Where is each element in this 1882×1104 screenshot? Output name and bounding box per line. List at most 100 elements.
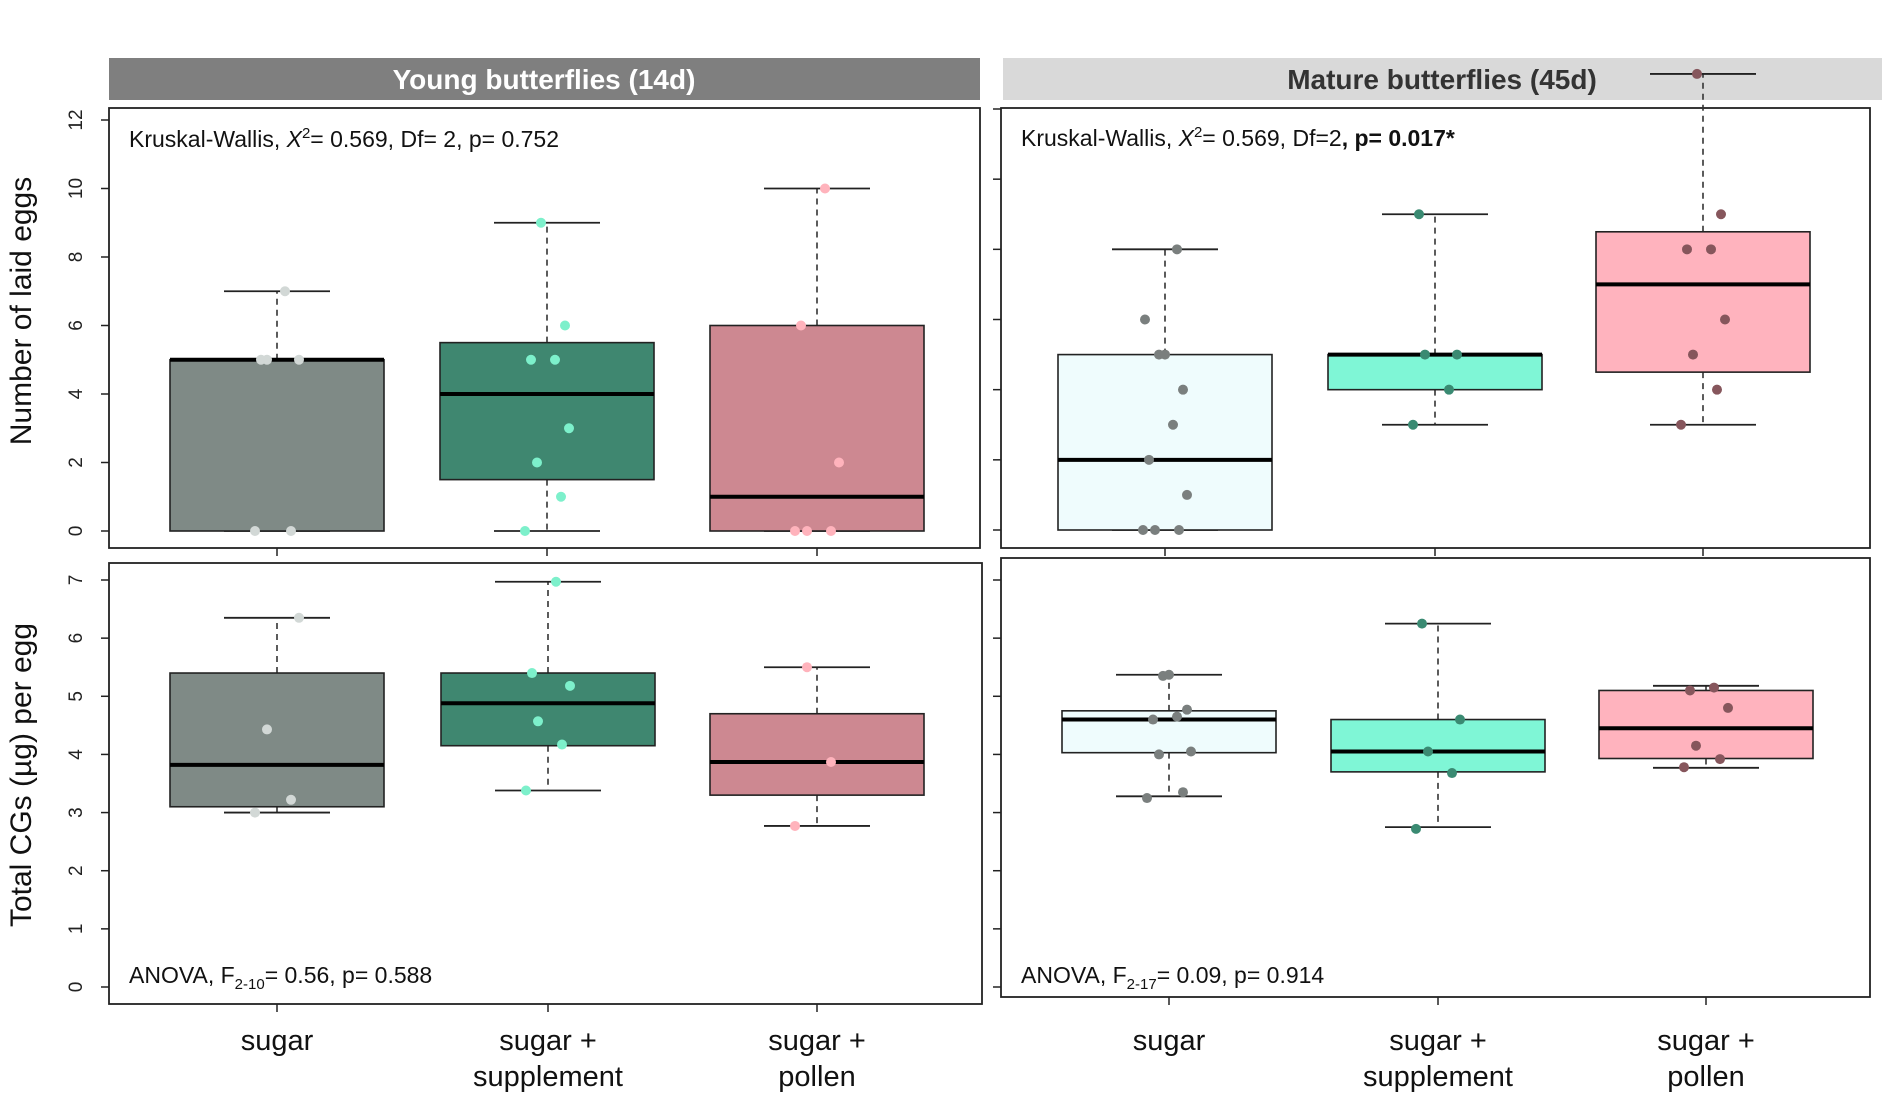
data-point xyxy=(556,491,566,502)
strip-young-label: Young butterflies (14d) xyxy=(393,64,696,95)
box-iqr xyxy=(439,341,655,481)
data-point xyxy=(1723,702,1733,713)
data-point xyxy=(802,662,812,673)
data-point xyxy=(262,724,272,735)
panel-2: Kruskal-Wallis, X2= 0.569, Df=2, p= 0.01… xyxy=(993,68,1871,556)
y-tick-label: 0 xyxy=(66,982,87,993)
box-iqr xyxy=(440,672,656,747)
data-point xyxy=(521,785,531,796)
data-point xyxy=(826,756,836,767)
y-tick-label: 2 xyxy=(66,865,87,876)
data-point xyxy=(565,680,575,691)
box-sugar-supplement xyxy=(1330,618,1546,834)
data-point xyxy=(1685,685,1695,696)
box-iqr xyxy=(709,324,925,532)
data-point xyxy=(1414,209,1424,220)
x-category-label-young-2: sugar + supplement xyxy=(473,1025,623,1093)
y-axis-title-cgs: Total CGs (µg) per egg xyxy=(5,623,38,927)
data-point xyxy=(1150,525,1160,535)
data-point xyxy=(1688,349,1698,360)
data-point xyxy=(1682,244,1692,255)
data-point xyxy=(1444,384,1454,395)
box-sugar-supplement xyxy=(1327,209,1543,430)
data-point xyxy=(294,612,304,623)
data-point xyxy=(1140,314,1150,325)
panel-1: 0 2 4 6 8 10 12 Kruskal-Wallis, X2= 0.569, Df= … xyxy=(66,107,981,556)
y-tick-label: 4 xyxy=(66,388,87,399)
y-tick-label: 6 xyxy=(66,633,87,644)
box-iqr xyxy=(1061,710,1277,754)
data-point xyxy=(557,739,567,750)
x-category-label-mature-3: sugar + pollen xyxy=(1657,1025,1755,1093)
data-point xyxy=(1154,749,1164,760)
data-point xyxy=(1691,740,1701,751)
data-point xyxy=(527,668,537,679)
box-iqr xyxy=(709,712,925,796)
stat-annotation: ANOVA, F2-17= 0.09, p= 0.914 xyxy=(1021,962,1324,993)
data-point xyxy=(1706,244,1716,255)
stat-annotation: ANOVA, F2-10= 0.56, p= 0.588 xyxy=(129,962,432,993)
data-point xyxy=(250,526,260,536)
data-point xyxy=(1679,762,1689,773)
data-point xyxy=(1164,669,1174,680)
strip-young xyxy=(109,58,980,100)
box-iqr xyxy=(1057,353,1273,531)
y-tick-label: 6 xyxy=(66,320,87,331)
data-point xyxy=(1142,793,1152,804)
data-point xyxy=(520,526,530,536)
data-point xyxy=(1423,746,1433,757)
box-sugar-pollen xyxy=(1598,682,1814,773)
box-sugar-supplement xyxy=(440,576,656,796)
data-point xyxy=(1712,384,1722,395)
box-iqr xyxy=(1595,230,1811,373)
data-point xyxy=(1447,768,1457,779)
data-point xyxy=(526,354,536,365)
stat-annotation: Kruskal-Wallis, X2= 0.569, Df= 2, p= 0.7… xyxy=(129,125,559,152)
box-iqr xyxy=(1327,353,1543,391)
data-point xyxy=(533,716,543,727)
box-sugar xyxy=(169,286,385,536)
box-iqr xyxy=(1330,718,1546,773)
data-point xyxy=(1408,419,1418,430)
box-iqr xyxy=(169,358,385,532)
panel-frame xyxy=(108,562,983,1005)
data-point xyxy=(550,354,560,365)
data-point xyxy=(1420,349,1430,360)
box-sugar xyxy=(1057,244,1273,535)
data-point xyxy=(820,183,830,194)
data-point xyxy=(1178,384,1188,395)
data-point xyxy=(1417,618,1427,629)
y-tick-label: 1 xyxy=(66,924,87,935)
data-point xyxy=(551,576,561,587)
data-point xyxy=(1174,525,1184,535)
panel-3: 0 1 2 3 4 5 6 7 ANOVA, F2-10= 0.56, p= 0.588 xyxy=(66,562,983,1012)
data-point xyxy=(1138,525,1148,535)
data-point xyxy=(564,423,574,434)
data-point xyxy=(1148,714,1158,725)
data-point xyxy=(286,794,296,805)
box-sugar-pollen xyxy=(709,183,925,536)
y-tick-label: 12 xyxy=(66,109,87,130)
data-point xyxy=(1182,704,1192,715)
x-category-label-young-3: sugar + pollen xyxy=(768,1025,866,1093)
data-point xyxy=(532,457,542,468)
data-point xyxy=(1144,454,1154,465)
y-tick-label: 4 xyxy=(66,749,87,760)
data-point xyxy=(280,286,290,297)
y-tick-label: 3 xyxy=(66,807,87,818)
data-point xyxy=(790,820,800,831)
box-sugar-pollen xyxy=(709,662,925,831)
data-point xyxy=(1692,68,1702,79)
data-point xyxy=(560,320,570,331)
data-point xyxy=(536,217,546,228)
x-category-label-mature-1: sugar xyxy=(1133,1025,1206,1057)
data-point xyxy=(294,354,304,365)
y-axis-title-eggs: Number of laid eggs xyxy=(5,177,38,445)
data-point xyxy=(1720,314,1730,325)
y-tick-label: 7 xyxy=(66,575,87,586)
data-point xyxy=(1168,419,1178,430)
data-point xyxy=(1715,754,1725,765)
y-tick-label: 0 xyxy=(66,526,87,537)
data-point xyxy=(1172,711,1182,722)
